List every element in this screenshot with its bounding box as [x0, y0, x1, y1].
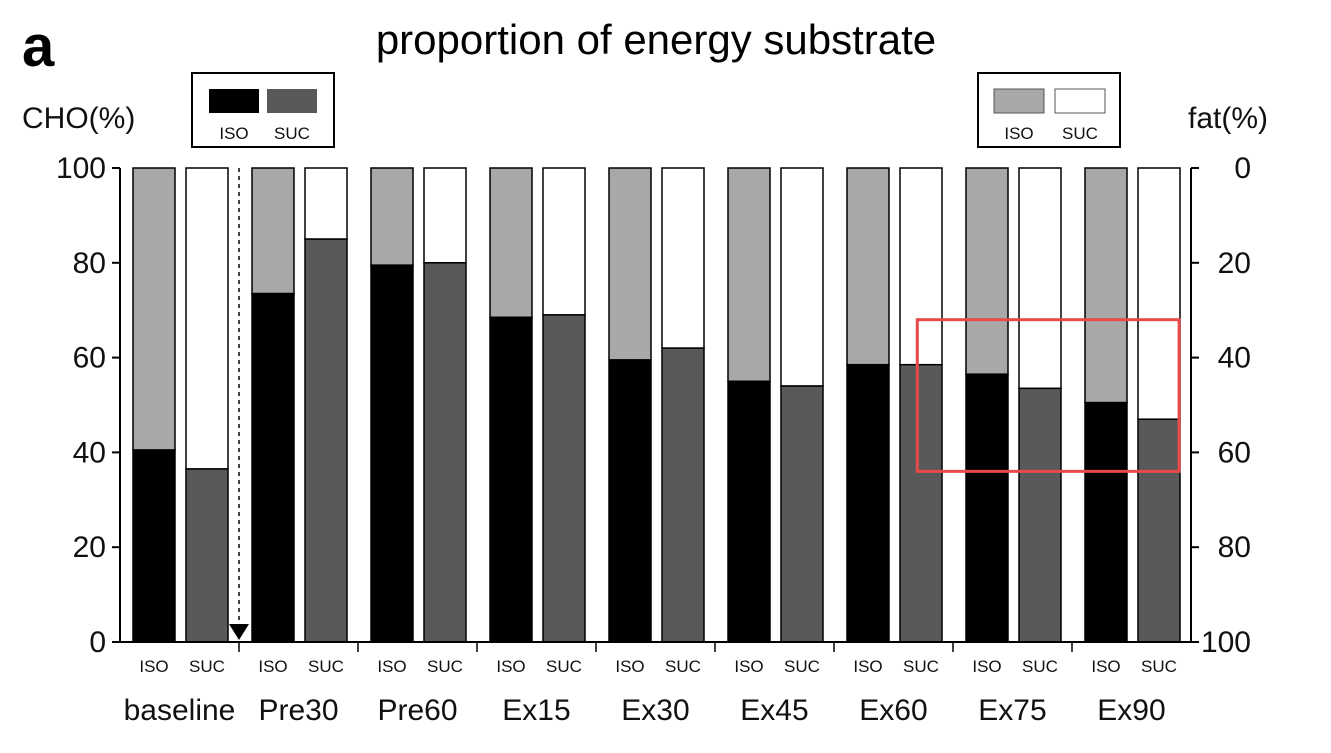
bar-cho-ex75-iso — [965, 373, 1009, 643]
bar-cho-ex90-suc — [1137, 418, 1181, 643]
bar-cho-ex30-iso — [608, 359, 652, 643]
group-label-baseline: baseline — [124, 694, 236, 727]
bar-fat-ex90-suc — [1137, 167, 1181, 420]
left-tick-label: 40 — [73, 436, 106, 469]
left-tick-label: 20 — [73, 531, 106, 564]
group-label-pre30: Pre30 — [258, 694, 338, 727]
bar-cho-pre30-iso — [251, 292, 295, 643]
bar-fat-pre60-suc — [423, 167, 467, 264]
legend-cho: ISO SUC — [191, 72, 335, 148]
right-tick-label: 80 — [1218, 531, 1251, 564]
group-label-ex75: Ex75 — [978, 694, 1046, 727]
right-tick-label: 60 — [1218, 436, 1251, 469]
bar-cho-ex30-suc — [661, 347, 705, 643]
legend-cho-suc-label: SUC — [274, 124, 310, 143]
bar-cho-ex15-iso — [489, 316, 533, 643]
bar-fat-ex30-iso — [608, 167, 652, 361]
bar-cho-ex75-suc — [1018, 387, 1062, 643]
chart-title: proportion of energy substrate — [376, 16, 936, 63]
left-tick-label: 80 — [73, 247, 106, 280]
bar-fat-ex30-suc — [661, 167, 705, 349]
bar-cho-ex45-suc — [780, 385, 824, 643]
bar-label-ex45-suc: SUC — [784, 657, 820, 676]
group-label-ex45: Ex45 — [740, 694, 808, 727]
right-tick-label: 100 — [1201, 626, 1251, 659]
bar-fat-pre60-iso — [370, 167, 414, 266]
bar-label-ex60-suc: SUC — [903, 657, 939, 676]
bar-cho-pre60-suc — [423, 262, 467, 643]
arrow-head-icon — [229, 624, 249, 640]
legend-fat-suc-label: SUC — [1062, 124, 1098, 143]
panel-label: a — [22, 14, 55, 79]
bar-label-pre30-iso: ISO — [258, 657, 287, 676]
plot-area: ISO SUC baseline ISO SUC Pre30 ISO SUC Pre60 ISO S… — [56, 152, 1251, 727]
bar-fat-baseline-iso — [132, 167, 176, 451]
group-label-ex90: Ex90 — [1097, 694, 1165, 727]
bar-fat-ex15-iso — [489, 167, 533, 319]
bar-label-ex90-iso: ISO — [1091, 657, 1120, 676]
highlight-box — [915, 318, 1181, 473]
bar-fat-ex45-iso — [727, 167, 771, 383]
right-tick-label: 20 — [1218, 247, 1251, 280]
bar-cho-pre30-suc — [304, 238, 348, 643]
group-label-ex15: Ex15 — [502, 694, 570, 727]
right-tick-label: 40 — [1218, 342, 1251, 375]
bar-fat-ex60-suc — [899, 167, 943, 366]
bar-fat-baseline-suc — [185, 167, 229, 470]
bar-fat-pre30-suc — [304, 167, 348, 240]
left-tick-label: 100 — [56, 152, 106, 185]
bar-label-ex75-suc: SUC — [1022, 657, 1058, 676]
y-axis-left-label: CHO(%) — [22, 102, 135, 135]
bar-label-baseline-suc: SUC — [189, 657, 225, 676]
legend-fat-iso-swatch — [993, 88, 1045, 114]
bar-label-ex15-iso: ISO — [496, 657, 525, 676]
bar-fat-ex45-suc — [780, 167, 824, 387]
left-tick-label: 0 — [89, 626, 106, 659]
bar-label-baseline-iso: ISO — [139, 657, 168, 676]
bar-label-ex30-suc: SUC — [665, 657, 701, 676]
bar-cho-ex15-suc — [542, 314, 586, 643]
bar-fat-ex60-iso — [846, 167, 890, 366]
bar-fat-ex15-suc — [542, 167, 586, 316]
bar-label-ex90-suc: SUC — [1141, 657, 1177, 676]
bar-label-pre60-iso: ISO — [377, 657, 406, 676]
legend-fat-iso-label: ISO — [1004, 124, 1033, 143]
bar-label-ex60-iso: ISO — [853, 657, 882, 676]
legend-cho-suc-swatch — [267, 89, 317, 113]
bar-cho-ex60-iso — [846, 363, 890, 643]
bar-fat-pre30-iso — [251, 167, 295, 295]
bar-cho-ex45-iso — [727, 380, 771, 643]
bar-label-ex45-iso: ISO — [734, 657, 763, 676]
bar-label-pre30-suc: SUC — [308, 657, 344, 676]
legend-fat-suc-swatch — [1054, 88, 1106, 114]
y-axis-right-label: fat(%) — [1188, 102, 1268, 135]
bar-fat-ex75-suc — [1018, 167, 1062, 390]
bar-cho-baseline-iso — [132, 449, 176, 643]
bar-label-pre60-suc: SUC — [427, 657, 463, 676]
bar-fat-ex90-iso — [1084, 167, 1128, 404]
bar-cho-ex60-suc — [899, 363, 943, 643]
group-label-ex60: Ex60 — [859, 694, 927, 727]
bar-fat-ex75-iso — [965, 167, 1009, 375]
legend-cho-iso-label: ISO — [219, 124, 248, 143]
bar-cho-ex90-iso — [1084, 401, 1128, 643]
bar-cho-baseline-suc — [185, 468, 229, 643]
right-tick-label: 0 — [1234, 152, 1251, 185]
bar-label-ex75-iso: ISO — [972, 657, 1001, 676]
legend-fat: ISO SUC — [977, 72, 1121, 148]
group-label-pre60: Pre60 — [377, 694, 457, 727]
bar-cho-pre60-iso — [370, 264, 414, 643]
group-label-ex30: Ex30 — [621, 694, 689, 727]
bar-label-ex30-iso: ISO — [615, 657, 644, 676]
left-tick-label: 60 — [73, 342, 106, 375]
bar-label-ex15-suc: SUC — [546, 657, 582, 676]
legend-cho-iso-swatch — [209, 89, 259, 113]
